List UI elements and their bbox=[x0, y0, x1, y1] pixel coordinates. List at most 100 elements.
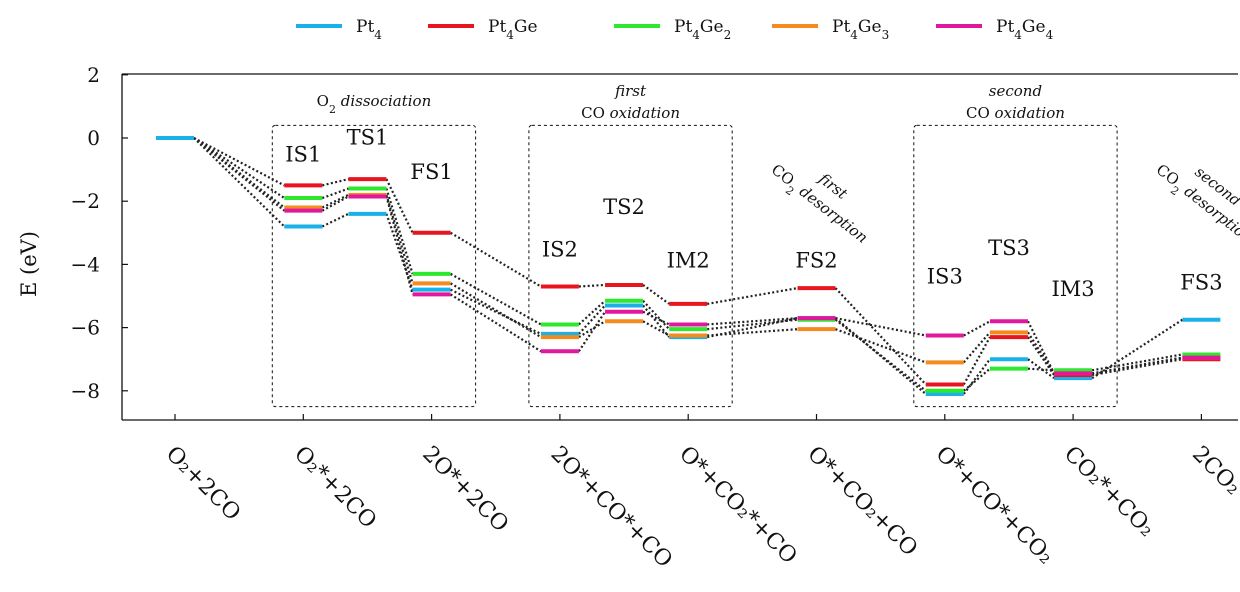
x-tick-label: O*+CO₂+CO bbox=[802, 442, 922, 562]
x-tick-label: 2O*+CO*+CO bbox=[546, 442, 677, 573]
connector-line bbox=[322, 178, 349, 187]
connector-line bbox=[707, 317, 798, 326]
y-tick-label: −8 bbox=[71, 379, 100, 403]
legend-entry: Pt4Ge3 bbox=[832, 17, 889, 42]
state-label: FS3 bbox=[1180, 271, 1222, 295]
state-label: IS2 bbox=[542, 238, 578, 262]
connector-line bbox=[193, 137, 285, 187]
connector-line bbox=[385, 213, 414, 291]
connector-lines bbox=[193, 137, 1183, 395]
state-label: TS3 bbox=[988, 236, 1030, 260]
x-tick-label: O*+CO*+CO₂ bbox=[931, 442, 1059, 570]
connector-line bbox=[1091, 356, 1183, 375]
state-label: TS1 bbox=[347, 125, 389, 149]
connector-line bbox=[642, 320, 670, 337]
connector-line bbox=[321, 193, 349, 209]
x-tick-label: CO₂*+CO₂ bbox=[1059, 442, 1159, 542]
connector-line bbox=[707, 318, 798, 331]
connector-line bbox=[962, 358, 991, 395]
connector-line bbox=[578, 283, 606, 288]
connector-line bbox=[963, 320, 991, 337]
connector-line bbox=[834, 287, 927, 386]
y-axis-label: E (eV) bbox=[17, 231, 41, 297]
state-label: IM2 bbox=[667, 249, 710, 273]
region-label: CO oxidation bbox=[581, 104, 680, 122]
connector-line bbox=[1027, 331, 1056, 375]
connector-line bbox=[385, 178, 414, 234]
x-tick-label: O₂*+2CO bbox=[289, 442, 381, 534]
connector-line bbox=[1027, 358, 1055, 380]
legend: Pt4 Pt4Ge Pt4Ge2 Pt4Ge3 Pt4Ge4 bbox=[296, 17, 1054, 42]
connector-line bbox=[642, 299, 671, 330]
connector-line bbox=[642, 284, 670, 305]
state-label: FS2 bbox=[795, 249, 837, 273]
connector-line bbox=[450, 282, 542, 339]
state-label: IS1 bbox=[285, 143, 321, 167]
connector-line bbox=[963, 367, 991, 392]
connector-line bbox=[962, 331, 991, 364]
desorption-label-text: CO2 desorption bbox=[765, 160, 872, 251]
x-tick-label: O*+CO₂*+CO bbox=[674, 442, 802, 570]
connector-line bbox=[450, 231, 542, 288]
state-labels: IS1 TS1 FS1 IS2 TS2 IM2 FS2 IS3 TS3 IM3 FS3 bbox=[285, 125, 1222, 301]
state-label: FS1 bbox=[410, 160, 452, 184]
connector-line bbox=[835, 317, 927, 337]
connector-line bbox=[385, 196, 414, 295]
legend-entry: Pt4Ge4 bbox=[996, 17, 1054, 42]
legend-entry: Pt4Ge2 bbox=[674, 17, 731, 42]
connector-line bbox=[385, 188, 414, 275]
connector-line bbox=[1027, 367, 1055, 372]
connector-line bbox=[1091, 353, 1183, 372]
x-tick-label: 2O*+2CO bbox=[417, 442, 513, 538]
y-tick-label: 0 bbox=[87, 126, 100, 150]
connector-line bbox=[450, 288, 542, 335]
connector-line bbox=[642, 310, 670, 326]
connector-line bbox=[193, 137, 285, 212]
connector-line bbox=[707, 287, 798, 305]
connector-line bbox=[193, 137, 285, 199]
connector-line bbox=[578, 320, 606, 339]
y-tick-label: −4 bbox=[71, 252, 100, 276]
region-label: CO oxidation bbox=[966, 104, 1065, 122]
connector-line bbox=[321, 212, 349, 228]
connector-line bbox=[962, 336, 991, 386]
region-label: O2 dissociation bbox=[317, 92, 432, 116]
connector-line bbox=[834, 318, 927, 392]
connector-line bbox=[577, 311, 606, 352]
state-label: IM3 bbox=[1052, 277, 1095, 301]
y-tick-label: −2 bbox=[71, 189, 100, 213]
region-box bbox=[528, 124, 733, 408]
legend-entry: Pt4 bbox=[356, 17, 382, 42]
region-box bbox=[913, 124, 1118, 408]
connector-line bbox=[1026, 320, 1056, 374]
connector-line bbox=[321, 195, 349, 212]
state-label: TS2 bbox=[603, 195, 645, 219]
connector-line bbox=[193, 137, 285, 209]
state-label: IS3 bbox=[927, 264, 963, 288]
connector-line bbox=[450, 272, 542, 326]
connector-line bbox=[321, 187, 349, 200]
connector-line bbox=[1091, 358, 1183, 377]
connector-line bbox=[193, 137, 286, 228]
connector-line bbox=[1091, 318, 1183, 380]
legend-entry: Pt4Ge bbox=[488, 17, 538, 42]
region-label: first bbox=[614, 82, 647, 100]
connector-line bbox=[578, 299, 606, 326]
y-tick-label: −6 bbox=[71, 316, 100, 340]
connector-line bbox=[707, 328, 798, 337]
energy-levels bbox=[156, 136, 1221, 396]
connector-line bbox=[578, 304, 606, 335]
x-tick-label: 2CO₂ bbox=[1187, 442, 1240, 500]
y-tick-label: 2 bbox=[87, 63, 100, 87]
region-box bbox=[271, 124, 477, 408]
connector-line bbox=[642, 304, 671, 338]
connector-line bbox=[1027, 336, 1056, 376]
connector-line bbox=[450, 293, 542, 353]
reaction-region-boxes: O2 dissociation first CO oxidation second CO… bbox=[271, 82, 1118, 408]
connector-line bbox=[835, 328, 927, 364]
region-label: second bbox=[989, 82, 1042, 100]
